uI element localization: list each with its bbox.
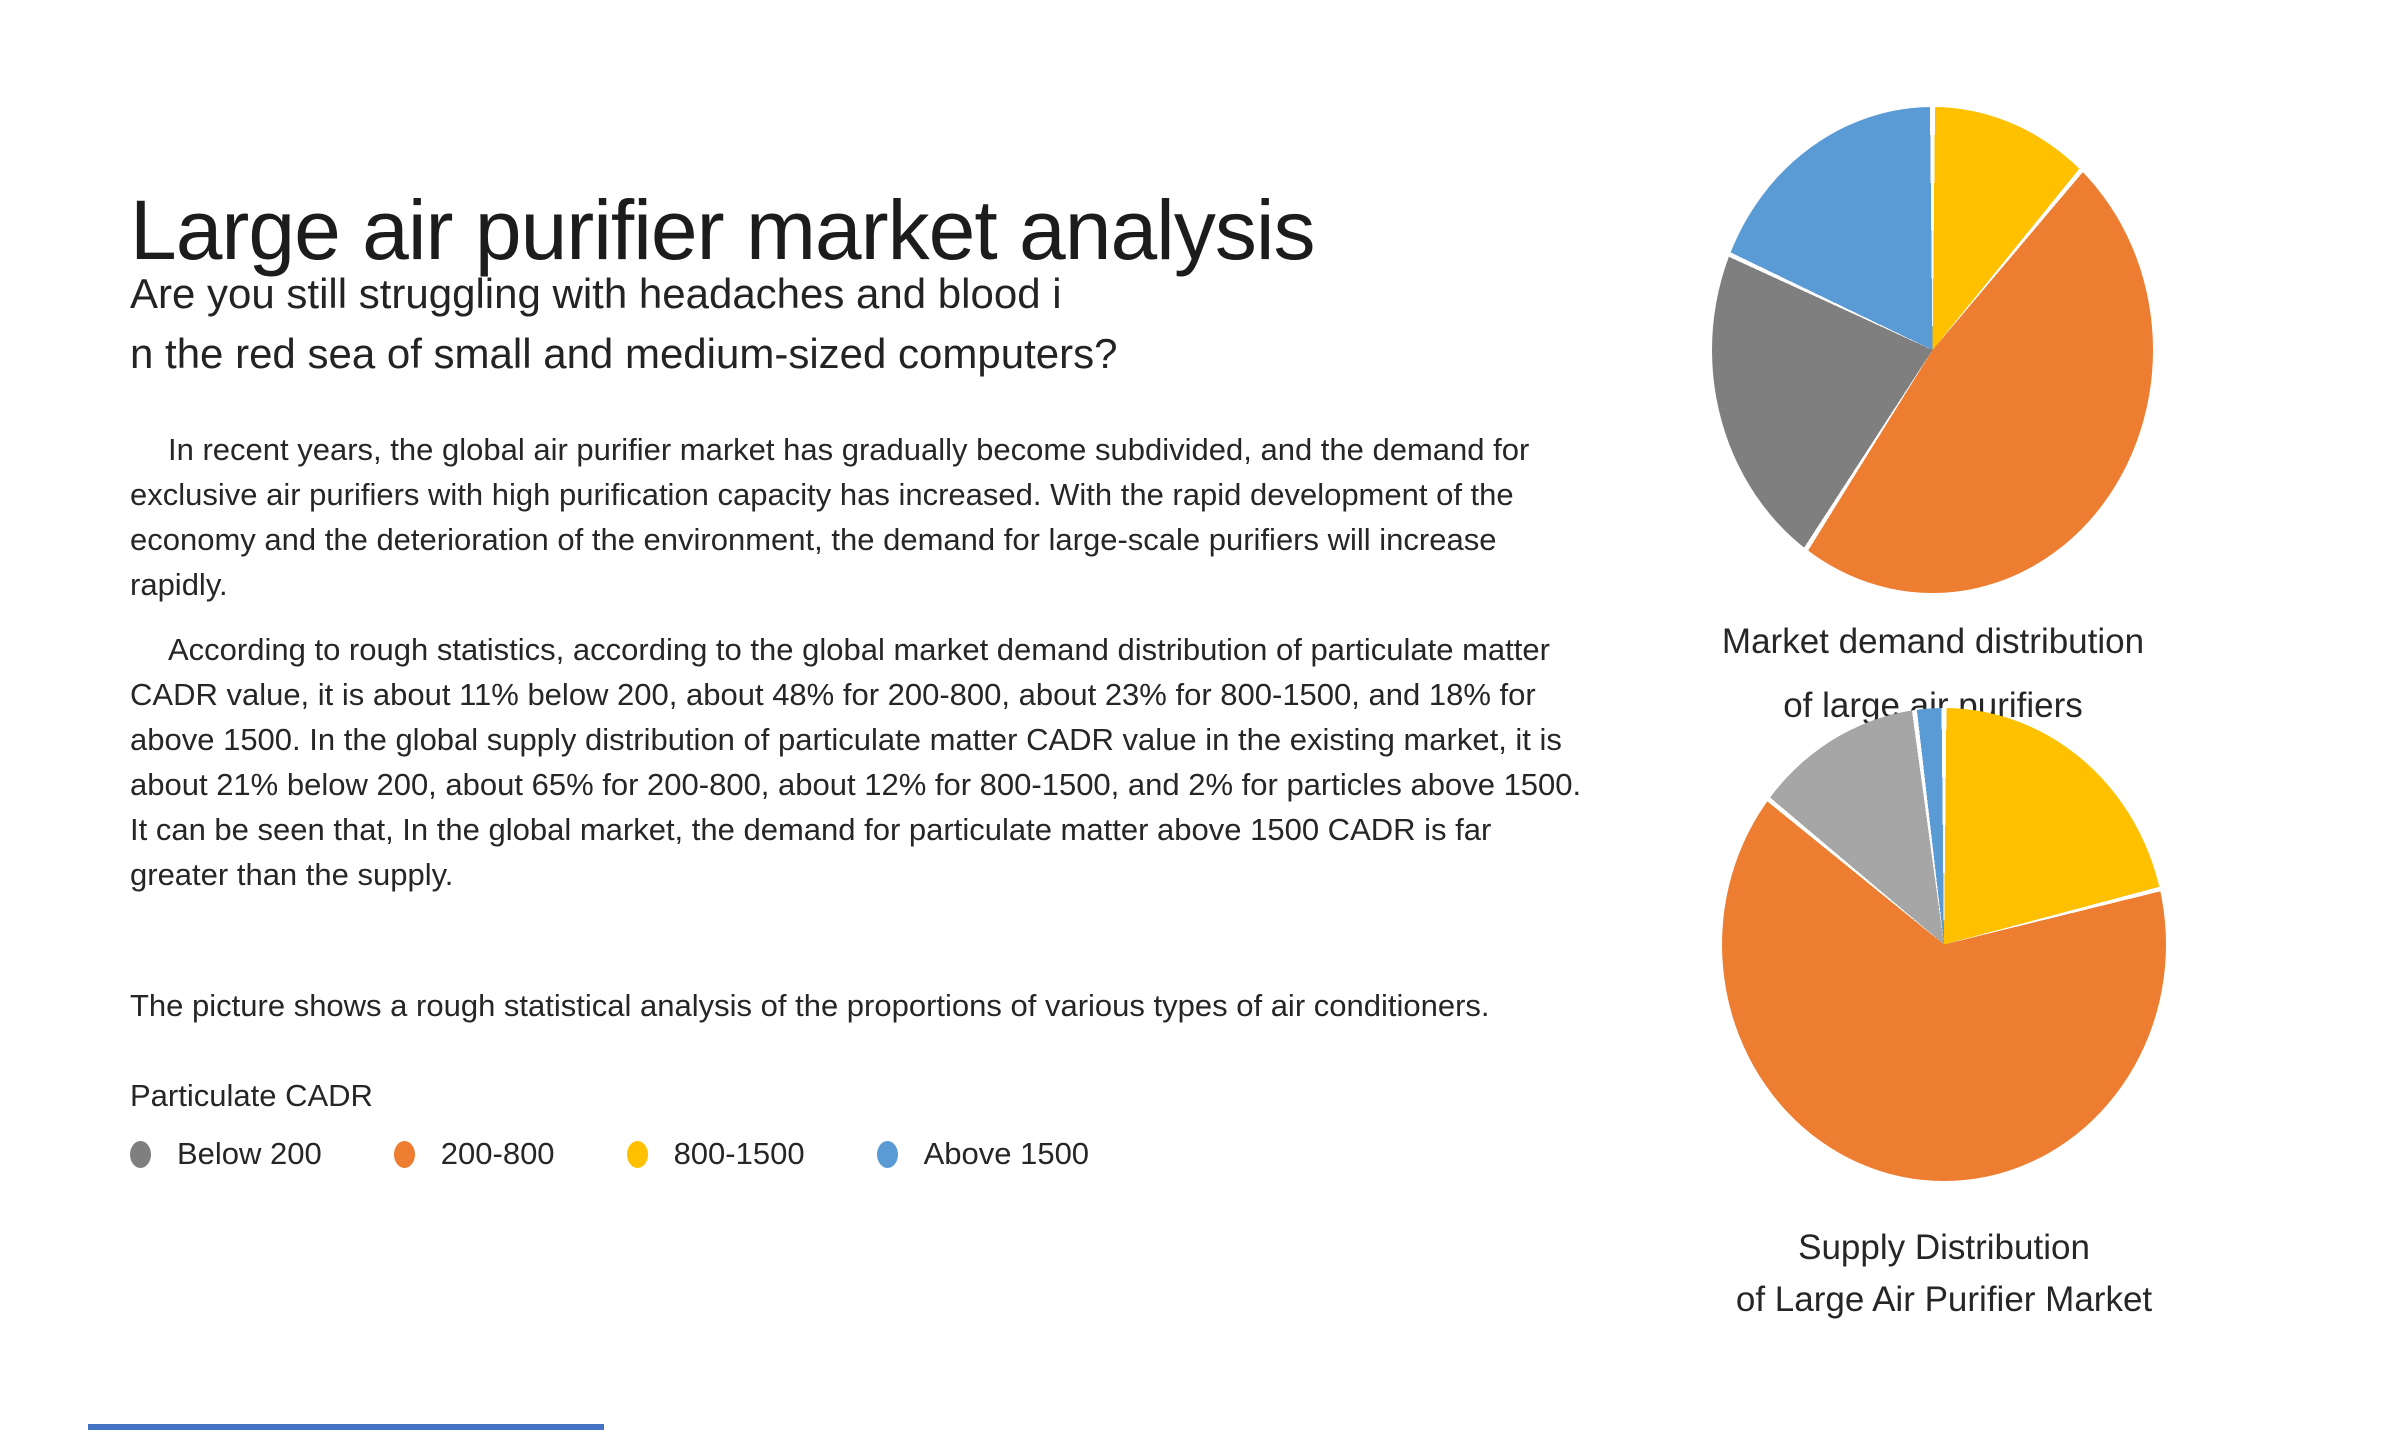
supply-pie-chart [1722,708,2166,1181]
demand-caption-line-1: Market demand distribution [1721,622,2145,661]
legend-item-label: Below 200 [177,1136,322,1171]
legend-item-200-800: 200-800 [393,1136,555,1172]
legend-item-above-1500: Above 1500 [876,1136,1090,1172]
subtitle-line-1: Are you still struggling with headaches … [130,270,1062,317]
page-title: Large air purifier market analysis [130,183,1315,278]
paragraph-statistics: According to rough statistics, according… [130,632,1582,892]
supply-caption-line-1: Supply Distribution [1798,1228,2090,1267]
paragraph-picture-note: The picture shows a rough statistical an… [130,988,1490,1023]
legend-item-800-1500: 800-1500 [626,1136,805,1172]
paragraph-market-overview: In recent years, the global air purifier… [130,432,1530,602]
legend: Below 200 200-800 800-1500 Above 1500 [130,1136,1089,1172]
gray-dot-icon [130,1140,151,1168]
supply-caption-line-2: of Large Air Purifier Market [1735,1280,2153,1319]
demand-pie-caption: Market demand distribution of large air … [1663,610,2203,738]
orange-dot-icon [393,1140,415,1168]
legend-item-label: 800-1500 [673,1136,805,1171]
legend-item-label: Above 1500 [923,1136,1090,1171]
subtitle-line-2: n the red sea of small and medium-sized … [130,330,1118,377]
legend-item-below-200: Below 200 [130,1136,322,1172]
page-subtitle: Are you still struggling with headaches … [130,264,1117,384]
yellow-dot-icon [626,1140,648,1168]
demand-pie-chart [1712,107,2153,593]
supply-pie-caption: Supply Distribution of Large Air Purifie… [1674,1222,2214,1326]
bottom-accent-bar [88,1424,604,1430]
legend-item-label: 200-800 [440,1136,555,1171]
blue-dot-icon [876,1140,898,1168]
legend-title: Particulate CADR [130,1078,373,1113]
